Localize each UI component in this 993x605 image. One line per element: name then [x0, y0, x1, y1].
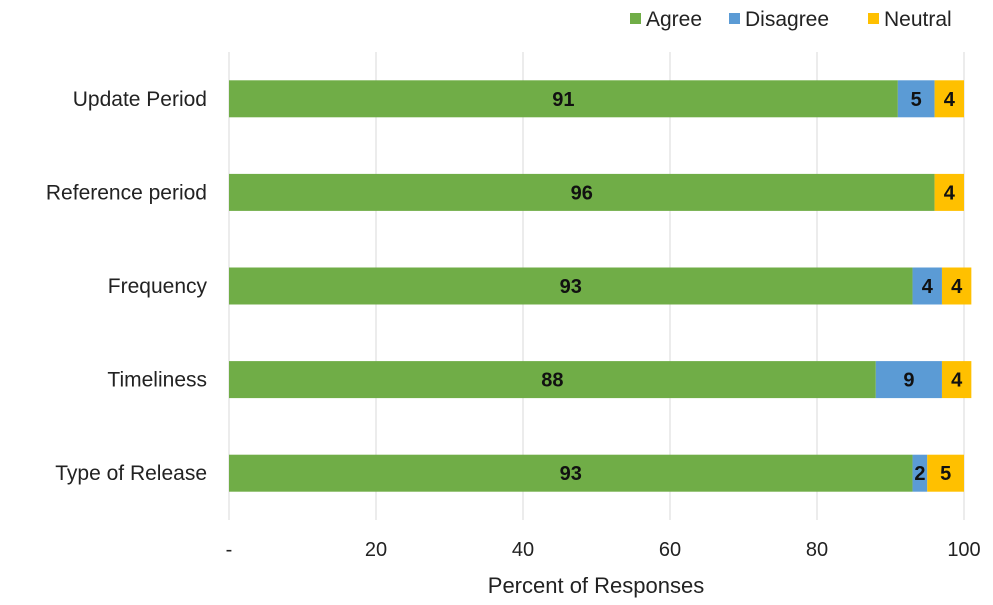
data-label-neutral: 4	[944, 182, 956, 204]
category-label: Frequency	[108, 275, 208, 298]
bar-agree	[229, 80, 898, 118]
category-label: Update Period	[73, 88, 207, 111]
category-label: Reference period	[46, 181, 207, 204]
bar-disagree	[897, 80, 935, 118]
category-label: Timeliness	[107, 369, 207, 392]
legend-label: Agree	[646, 8, 702, 31]
bar-neutral	[934, 80, 964, 118]
bar-neutral	[927, 454, 964, 492]
x-tick-label: 60	[659, 539, 681, 561]
legend-label: Neutral	[884, 8, 952, 31]
bar-agree	[229, 173, 935, 211]
category-label: Type of Release	[55, 462, 207, 485]
data-label-neutral: 4	[951, 370, 963, 392]
bar-disagree	[912, 267, 942, 305]
data-label-neutral: 5	[940, 463, 951, 485]
bar-agree	[229, 454, 913, 492]
data-label-disagree: 4	[922, 276, 934, 298]
bar-agree	[229, 361, 876, 399]
data-label-neutral: 4	[951, 276, 963, 298]
bar-disagree	[912, 454, 928, 492]
bar-neutral	[941, 361, 972, 399]
legend-label: Disagree	[745, 8, 829, 31]
legend-item-disagree: Disagree	[729, 8, 829, 31]
data-label-neutral: 4	[944, 89, 956, 111]
data-label-disagree: 5	[911, 89, 922, 111]
bar-neutral	[934, 173, 964, 211]
bars	[229, 80, 972, 492]
data-label-agree: 93	[560, 463, 582, 485]
legend-item-neutral: Neutral	[868, 8, 952, 31]
legend: Agree Disagree Neutral	[630, 8, 952, 31]
category-labels: Update Period Reference period Frequency Ti…	[46, 88, 208, 485]
x-tick-label: 20	[365, 539, 387, 561]
x-tick-labels: - 20 40 60 80 100	[226, 539, 981, 561]
x-tick-label: 80	[806, 539, 828, 561]
legend-swatch	[630, 13, 641, 24]
data-label-agree: 91	[552, 89, 574, 111]
legend-swatch	[868, 13, 879, 24]
data-labels: 91 5 496 493 4 488 9 493 2 5	[541, 89, 963, 485]
x-tick-label: -	[226, 539, 233, 561]
data-label-disagree: 9	[903, 370, 914, 392]
legend-item-agree: Agree	[630, 8, 702, 31]
x-tick-label: 40	[512, 539, 534, 561]
data-label-agree: 93	[560, 276, 582, 298]
bar-neutral	[941, 267, 972, 305]
legend-swatch	[729, 13, 740, 24]
x-tick-label: 100	[947, 539, 980, 561]
bar-disagree	[875, 361, 942, 399]
bar-agree	[229, 267, 913, 305]
data-label-agree: 96	[571, 182, 593, 204]
data-label-disagree: 2	[914, 463, 925, 485]
x-axis-title: Percent of Responses	[488, 573, 704, 598]
data-label-agree: 88	[541, 370, 563, 392]
